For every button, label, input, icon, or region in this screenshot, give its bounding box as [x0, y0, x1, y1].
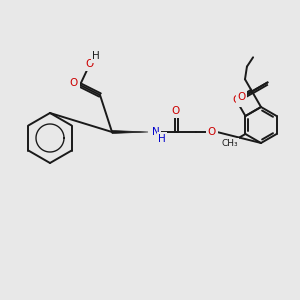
Text: O: O	[232, 95, 241, 105]
Text: O: O	[70, 78, 78, 88]
Text: CH₃: CH₃	[222, 139, 238, 148]
Text: N: N	[152, 127, 160, 137]
Text: O: O	[238, 92, 246, 102]
Text: H: H	[92, 51, 100, 61]
Text: H: H	[158, 134, 166, 144]
Polygon shape	[112, 130, 148, 134]
Text: O: O	[208, 127, 216, 137]
Text: O: O	[172, 106, 180, 116]
Text: O: O	[86, 59, 94, 69]
